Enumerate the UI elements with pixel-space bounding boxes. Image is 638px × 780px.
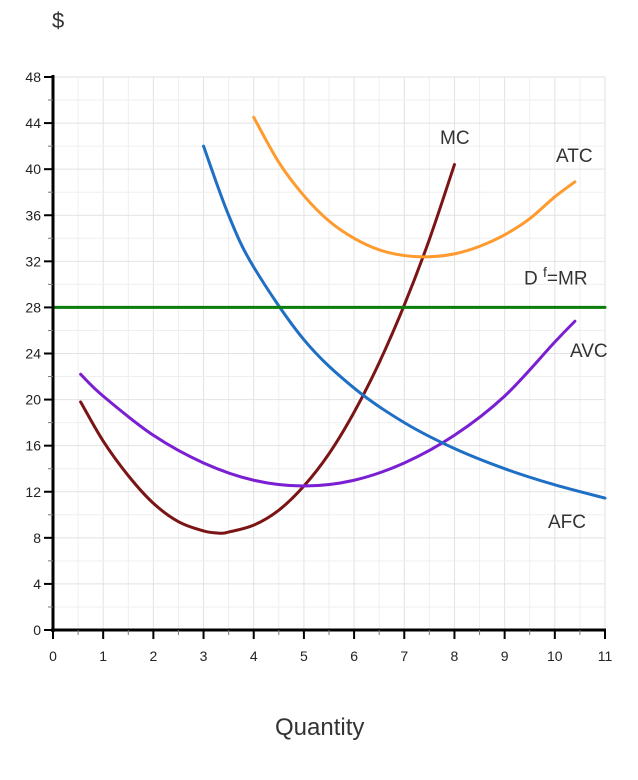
x-tick-label: 4 — [250, 648, 258, 664]
x-tick-label: 8 — [451, 648, 459, 664]
y-tick-label: 36 — [25, 207, 41, 223]
y-axis-label: $ — [52, 8, 65, 33]
y-tick-label: 24 — [25, 346, 41, 362]
x-tick-label: 0 — [49, 648, 57, 664]
grid — [52, 76, 606, 631]
mr-label-d: D — [524, 268, 538, 290]
x-tick-label: 3 — [200, 648, 208, 664]
atc-label: ATC — [556, 146, 593, 167]
mr-label-f: f — [543, 264, 547, 280]
y-tick-label: 32 — [25, 253, 41, 269]
curve-mc — [79, 163, 456, 535]
x-tick-label: 5 — [300, 648, 308, 664]
y-tick-label: 40 — [25, 161, 41, 177]
y-tick-label: 16 — [25, 438, 41, 454]
x-tick-label: 10 — [547, 648, 563, 664]
y-tick-label: 28 — [25, 299, 41, 315]
mr-label-rest: =MR — [546, 268, 588, 290]
y-tick-label: 0 — [33, 622, 41, 638]
y-tick-label: 12 — [25, 484, 41, 500]
x-tick-label: 1 — [99, 648, 107, 664]
curve-afc — [202, 144, 607, 500]
y-tick-label: 44 — [25, 115, 41, 131]
mc-label: MC — [440, 128, 470, 149]
avc-label: AVC — [570, 341, 608, 362]
y-tick-label: 20 — [25, 392, 41, 408]
y-tick-label: 4 — [33, 576, 41, 592]
x-tick-label: 6 — [350, 648, 358, 664]
x-tick-label: 7 — [400, 648, 408, 664]
curve-avc — [79, 319, 577, 488]
curves — [51, 115, 607, 535]
y-tick-label: 8 — [33, 530, 41, 546]
x-tick-label: 11 — [598, 648, 613, 664]
x-axis-label: Quantity — [275, 714, 365, 741]
curve-atc — [252, 115, 577, 259]
mr-label: D f=MR — [524, 264, 588, 290]
afc-label: AFC — [548, 512, 586, 533]
x-tick-label: 9 — [501, 648, 509, 664]
x-tick-label: 2 — [149, 648, 157, 664]
y-tick-label: 48 — [25, 69, 41, 85]
